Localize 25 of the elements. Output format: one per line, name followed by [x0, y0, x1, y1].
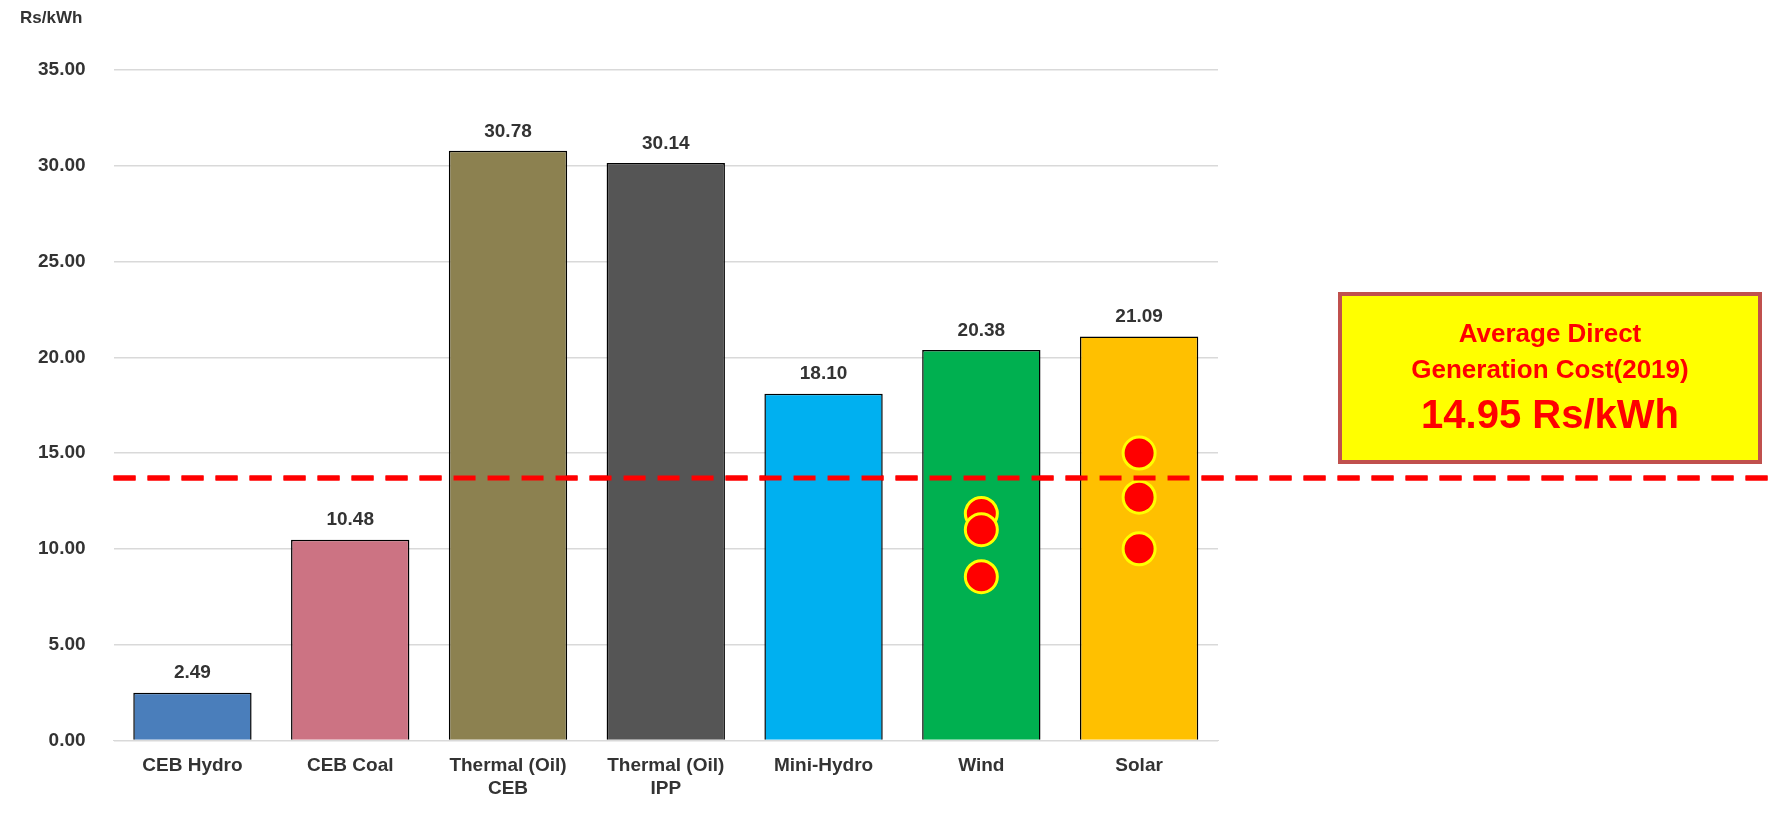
x-tick-label: Thermal (Oil) IPP [607, 754, 725, 798]
text: 14.95 Rs/kWh [1420, 391, 1680, 438]
y-axis-title: Rs/kWh [20, 8, 83, 28]
y-tick-label: 35.00 [38, 58, 86, 80]
data-label: 30.78 [484, 119, 532, 141]
x-tick-label: Wind [958, 754, 1005, 776]
x-tick-label: Solar [1115, 754, 1164, 776]
y-tick-label: 0.00 [48, 728, 86, 750]
x-tick-label: CEB Hydro [142, 754, 243, 776]
data-label: 20.38 [957, 318, 1006, 340]
y-tick-label: 5.00 [48, 632, 86, 654]
data-label: 21.09 [1115, 305, 1163, 327]
x-tick-label: Thermal (Oil) CEB [449, 754, 567, 798]
y-tick-label: 15.00 [38, 441, 86, 463]
data-label: 30.14 [642, 131, 690, 153]
y-tick-label: 25.00 [38, 249, 86, 271]
x-tick-label: Mini-Hydro [773, 754, 874, 776]
y-tick-label: 20.00 [38, 345, 86, 367]
y-tick-label: 30.00 [38, 154, 86, 176]
data-label: 2.49 [173, 661, 211, 683]
x-tick-label: CEB Coal [306, 754, 394, 776]
data-label: 10.48 [326, 508, 374, 530]
text: Average Direct Generation Cost(2019) [1410, 317, 1690, 386]
data-label: 18.10 [799, 362, 848, 384]
y-tick-label: 10.00 [38, 537, 86, 559]
